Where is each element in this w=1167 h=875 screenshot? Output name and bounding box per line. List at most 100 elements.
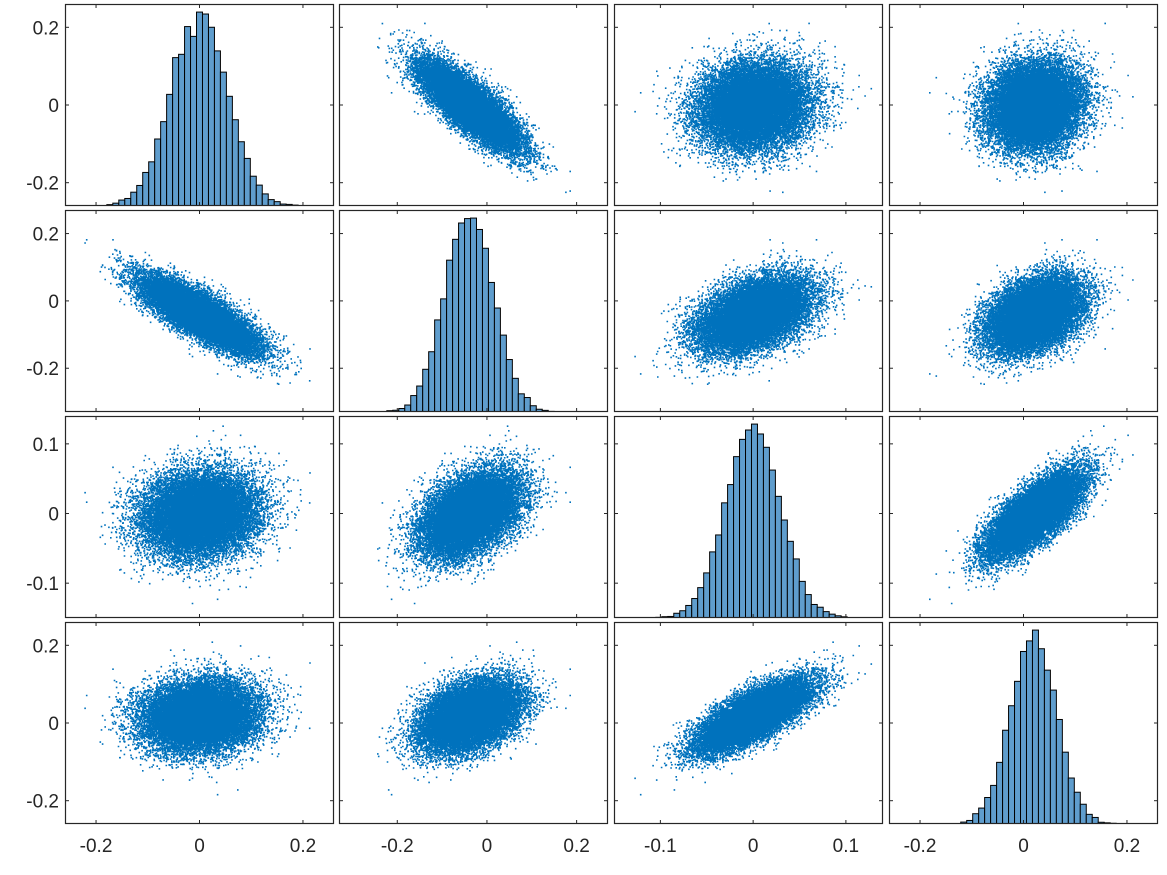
histogram-bar	[440, 298, 448, 412]
panel-r1-c2	[338, 3, 609, 207]
x-tick-label: 0	[482, 836, 493, 857]
x-tick-label: 0	[1018, 836, 1029, 857]
histogram-bar	[190, 35, 198, 206]
histogram-bar	[428, 351, 436, 412]
histogram-bar	[166, 93, 174, 206]
panel-r1-c1: -0.2 0 0.2	[26, 3, 335, 207]
y-tick-label: -0.2	[26, 359, 59, 380]
histogram-bar	[517, 393, 525, 412]
histogram-bar	[1055, 718, 1063, 824]
histogram-bar	[774, 495, 782, 618]
histogram-bar	[984, 797, 992, 824]
y-tick-label: -0.2	[26, 174, 59, 195]
panel-r2-c3	[613, 209, 884, 413]
scatter-points	[377, 22, 571, 194]
scatter-points	[84, 425, 311, 605]
panel-r3-c3	[613, 415, 884, 619]
histogram-bar	[213, 50, 221, 206]
histogram-bar	[1079, 803, 1087, 824]
scatter-points	[929, 239, 1134, 385]
panel-r4-c3: -0.1 0 0.1	[613, 621, 884, 857]
histogram-bar	[1061, 751, 1069, 824]
histogram-bar	[511, 377, 519, 412]
scatter-points	[634, 239, 873, 385]
histogram-bar	[1049, 689, 1057, 824]
histogram-bar	[798, 580, 806, 618]
y-tick-label: -0.2	[26, 792, 59, 813]
y-tick-label: 0	[48, 292, 59, 313]
y-tick-label: 0.2	[33, 636, 59, 657]
histogram-bar	[768, 469, 776, 618]
histogram-bar	[201, 13, 209, 206]
histogram-bar	[1073, 791, 1081, 824]
histogram-bar	[685, 604, 693, 618]
y-tick-label: 0.2	[33, 18, 59, 39]
y-tick-label: -0.1	[26, 574, 59, 595]
panel-frame	[338, 209, 609, 413]
histogram-bar	[721, 502, 729, 618]
histogram-bar	[745, 429, 752, 618]
histogram-bar	[792, 558, 800, 618]
y-tick-label: 0	[48, 714, 59, 735]
histogram-bar	[762, 446, 770, 618]
histogram-bar	[996, 761, 1004, 824]
histogram-bar	[422, 368, 430, 412]
histogram-bar	[1091, 816, 1099, 824]
scatter-points	[634, 641, 873, 796]
histogram-bar	[523, 397, 531, 412]
histogram-bar	[1008, 705, 1016, 824]
histogram-bar	[416, 385, 424, 412]
histogram-bar	[1031, 629, 1039, 824]
histogram-bar	[196, 11, 203, 206]
histogram-bar	[410, 395, 418, 412]
panel-r4-c1: -0.2 0 0.2 -0.2 0 0.2	[26, 621, 335, 857]
histogram-bar	[703, 572, 711, 618]
x-tick-label: 0	[194, 836, 205, 857]
x-tick-label: 0.1	[833, 836, 859, 857]
histogram-bar	[487, 281, 495, 412]
histogram-bar	[715, 534, 723, 618]
scatter-points	[634, 22, 873, 194]
scatter-points	[929, 22, 1134, 194]
histogram-bar	[1002, 729, 1010, 824]
histogram-bar	[1085, 813, 1093, 824]
x-tick-label: -0.2	[381, 836, 414, 857]
histogram-bar	[243, 157, 251, 206]
histogram-bar	[816, 606, 824, 618]
histogram-bar	[142, 171, 150, 206]
histogram-bar	[1067, 777, 1075, 824]
histogram-bar	[709, 551, 717, 618]
histogram-bar	[1037, 648, 1045, 824]
histogram-bar	[219, 71, 227, 206]
panel-r3-c4	[888, 415, 1159, 619]
scatter-points	[377, 425, 571, 605]
histogram-bar	[231, 119, 239, 206]
panel-r3-c2	[338, 415, 609, 619]
histogram-bar	[1043, 669, 1051, 824]
histogram-bar	[756, 433, 764, 618]
histogram-bar	[172, 57, 180, 206]
x-tick-label: 0.2	[1114, 836, 1140, 857]
histogram-bar	[481, 247, 489, 412]
panel-r2-c1: -0.2 0 0.2	[26, 209, 335, 413]
histogram-bar	[786, 540, 794, 618]
histogram-bar	[475, 228, 483, 412]
histogram-bar	[261, 193, 269, 206]
histogram-bar	[505, 359, 513, 412]
panel-r4-c4: -0.2 0 0.2	[888, 621, 1159, 857]
histogram-bar	[124, 197, 132, 206]
histogram-bar	[691, 598, 699, 618]
scatter-points	[84, 239, 311, 385]
histogram-bar	[810, 603, 818, 618]
histogram-bar	[249, 175, 257, 206]
x-tick-label: -0.1	[644, 836, 677, 857]
panel-r2-c2	[338, 209, 609, 413]
histogram-bar	[237, 141, 245, 206]
histogram-bar	[750, 423, 758, 618]
x-tick-label: 0.2	[563, 836, 589, 857]
histogram-bar	[1014, 680, 1022, 824]
histogram-bar	[207, 26, 215, 206]
histogram-bar	[458, 222, 466, 412]
histogram-bar	[130, 191, 138, 206]
